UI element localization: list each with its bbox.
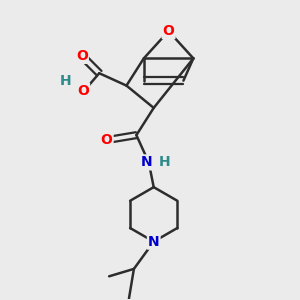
Text: N: N	[140, 155, 152, 170]
Text: O: O	[77, 84, 89, 98]
Text: N: N	[148, 235, 160, 249]
Text: O: O	[76, 49, 88, 63]
Text: H: H	[60, 74, 72, 88]
Text: O: O	[101, 133, 112, 147]
Text: O: O	[163, 24, 175, 38]
Text: H: H	[159, 155, 171, 170]
